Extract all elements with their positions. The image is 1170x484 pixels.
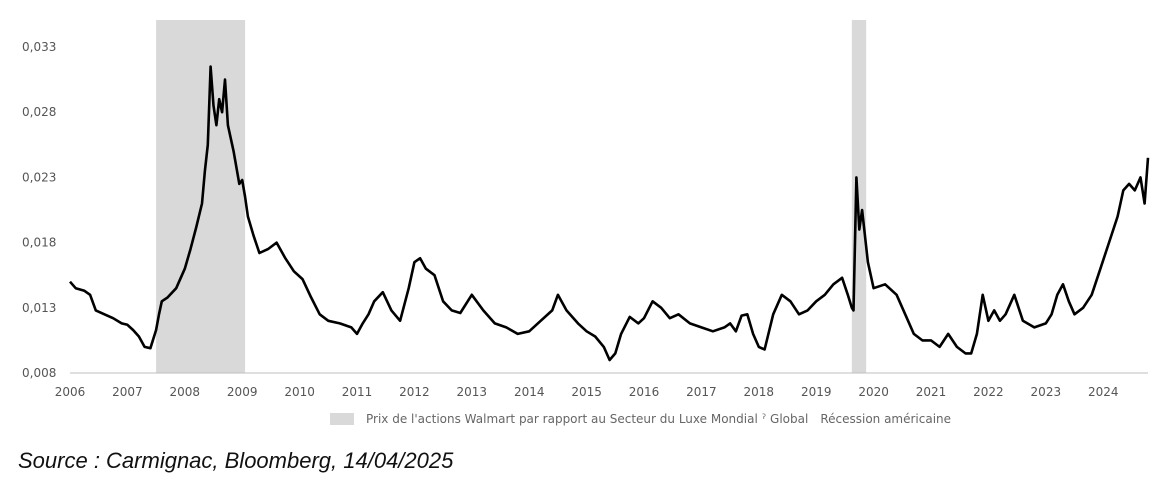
y-tick-label: 0,013 bbox=[22, 301, 56, 315]
x-tick-labels: 2006 2007 2008 2009 2010 2011 2012 2013 2014 2015… bbox=[55, 385, 1119, 399]
legend-recession-swatch bbox=[330, 413, 354, 425]
x-tick-label: 2020 bbox=[858, 385, 889, 399]
recession-band bbox=[851, 20, 867, 373]
x-tick-label: 2018 bbox=[744, 385, 775, 399]
x-tick-label: 2017 bbox=[686, 385, 717, 399]
x-tick-label: 2011 bbox=[342, 385, 373, 399]
x-tick-label: 2023 bbox=[1031, 385, 1062, 399]
x-tick-label: 2016 bbox=[629, 385, 660, 399]
x-tick-label: 2021 bbox=[916, 385, 947, 399]
recession-band bbox=[156, 20, 246, 373]
x-tick-label: 2007 bbox=[112, 385, 143, 399]
y-tick-label: 0,033 bbox=[22, 40, 56, 54]
x-tick-label: 2009 bbox=[227, 385, 258, 399]
x-tick-label: 2006 bbox=[55, 385, 86, 399]
x-tick-label: 2013 bbox=[457, 385, 488, 399]
legend-recession-label: Récession américaine bbox=[820, 412, 952, 426]
x-tick-label: 2012 bbox=[399, 385, 430, 399]
x-tick-label: 2019 bbox=[801, 385, 832, 399]
legend-series-suffix: ˀ Global bbox=[761, 412, 809, 426]
y-tick-label: 0,008 bbox=[22, 366, 56, 380]
series-layer bbox=[69, 65, 1150, 362]
y-tick-label: 0,018 bbox=[22, 236, 56, 250]
x-tick-label: 2008 bbox=[170, 385, 201, 399]
series-line bbox=[69, 65, 1150, 362]
legend-series-label: Prix de l'actions Walmart par rapport au… bbox=[366, 412, 758, 426]
recession-bands bbox=[156, 20, 867, 373]
y-tick-labels: 0,008 0,013 0,018 0,023 0,028 0,033 bbox=[22, 40, 56, 380]
source-note: Source : Carmignac, Bloomberg, 14/04/202… bbox=[18, 448, 454, 473]
x-tick-label: 2022 bbox=[973, 385, 1004, 399]
legend: Prix de l'actions Walmart par rapport au… bbox=[330, 408, 951, 430]
x-tick-label: 2010 bbox=[284, 385, 315, 399]
y-tick-label: 0,023 bbox=[22, 170, 56, 184]
x-tick-label: 2014 bbox=[514, 385, 545, 399]
x-tick-label: 2024 bbox=[1088, 385, 1119, 399]
x-tick-label: 2015 bbox=[571, 385, 602, 399]
y-tick-label: 0,028 bbox=[22, 105, 56, 119]
